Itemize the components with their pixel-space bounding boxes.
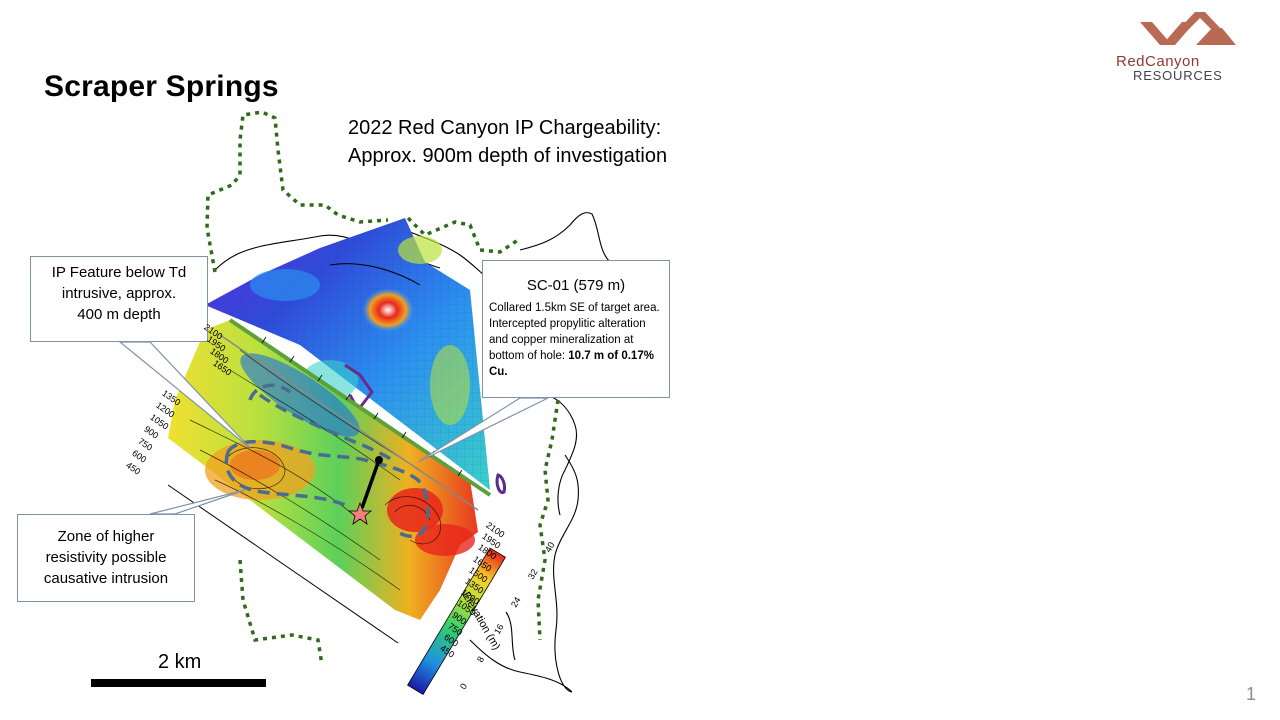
map-subtitle: 2022 Red Canyon IP Chargeability: Approx… [348,114,667,170]
scale-bar [91,679,266,687]
drillhole-sc01 [347,456,383,525]
scale-bar-label: 2 km [158,651,202,673]
callout-sc01-result: 10.7 m of 0.17% Cu. [489,350,654,378]
callout-connectors [118,341,549,515]
callout-ip-line3: 400 m depth [77,306,161,323]
logo-subtext: RESOURCES [1133,68,1223,83]
callout-zone-line2: resistivity possible [45,549,167,566]
callout-sc01: SC-01 (579 m) Collared 1.5km SE of targe… [482,260,670,398]
subtitle-line2: Approx. 900m depth of investigation [348,145,668,167]
callout-ip-feature: IP Feature below Td intrusive, approx. 4… [30,256,208,342]
callout-ip-line1: IP Feature below Td [51,264,187,281]
callout-zone-line3: causative intrusion [43,570,169,587]
callout-ip-line2: intrusive, approx. [61,285,177,302]
callout-sc01-text: Collared 1.5km SE of target area. Interc… [489,302,660,362]
logo-wordmark: RedCanyon [1116,53,1200,70]
subtitle-line1: 2022 Red Canyon IP Chargeability: [348,117,662,139]
page-number: 1 [1246,684,1257,704]
project-boundary [205,110,560,666]
logo-mark [1140,12,1236,45]
ip-feature-outline [224,383,430,538]
colorbar [407,547,506,695]
resistivity-section [167,318,492,644]
callout-zone: Zone of higher resistivity possible caus… [17,514,195,602]
callout-sc01-body: Collared 1.5km SE of target area. Interc… [489,300,663,380]
page-title: Scraper Springs [44,70,279,103]
callout-sc01-heading: SC-01 (579 m) [526,277,626,294]
callout-zone-line1: Zone of higher [57,528,155,545]
anomaly-outline [495,473,506,495]
